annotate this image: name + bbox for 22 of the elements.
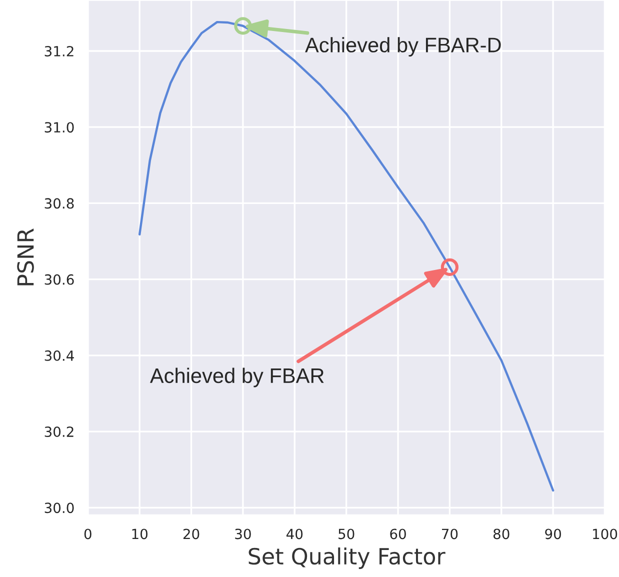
- y-tick-label: 30.4: [44, 350, 74, 361]
- y-tick-label: 30.6: [44, 274, 74, 285]
- y-tick-label: 30.0: [44, 502, 74, 514]
- annotation: Achieved by FBAR-D: [305, 37, 501, 57]
- x-tick-label: 70: [442, 528, 458, 540]
- x-tick-label: 80: [493, 528, 510, 540]
- y-axis-title: PSNR: [17, 228, 34, 286]
- x-tick-label: 0: [84, 528, 92, 540]
- x-axis-title: Set Quality Factor: [248, 547, 446, 569]
- y-tick-label: 31.0: [44, 122, 74, 133]
- y-tick-label: 31.2: [44, 46, 74, 56]
- x-tick-label: 90: [545, 528, 561, 540]
- x-tick-label: 60: [390, 528, 406, 540]
- x-tick-label: 30: [235, 528, 251, 540]
- y-tick-label: 30.2: [44, 426, 74, 438]
- annotation: Achieved by FBAR: [150, 368, 324, 388]
- x-tick-label: 100: [593, 528, 618, 540]
- y-tick-label: 30.8: [44, 198, 74, 209]
- x-tick-label: 10: [132, 528, 148, 540]
- x-tick-label: 50: [338, 528, 354, 540]
- x-tick-label: 40: [286, 528, 303, 540]
- x-tick-label: 20: [183, 528, 200, 540]
